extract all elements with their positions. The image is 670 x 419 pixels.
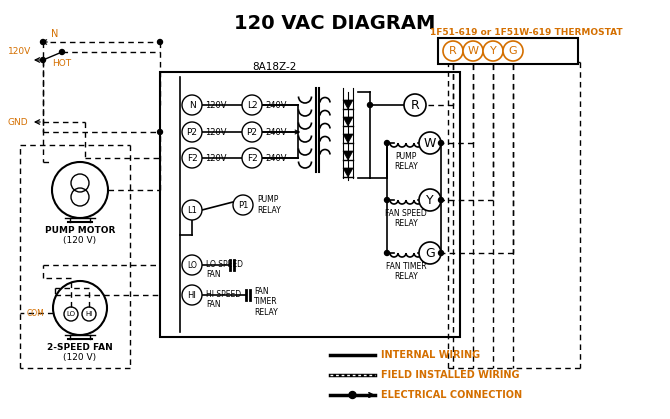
Circle shape xyxy=(368,103,373,108)
Bar xyxy=(160,72,460,337)
Text: FAN SPEED
RELAY: FAN SPEED RELAY xyxy=(385,209,427,228)
Text: Y: Y xyxy=(490,46,496,56)
Circle shape xyxy=(438,251,444,256)
Text: P1: P1 xyxy=(238,201,248,210)
Polygon shape xyxy=(343,151,353,160)
Text: 120V: 120V xyxy=(205,127,226,137)
Text: 8A18Z-2: 8A18Z-2 xyxy=(252,62,296,72)
Text: Y: Y xyxy=(426,194,433,207)
Text: F2: F2 xyxy=(187,153,198,163)
Circle shape xyxy=(385,140,389,145)
Circle shape xyxy=(40,39,46,44)
Circle shape xyxy=(242,122,262,142)
Circle shape xyxy=(242,148,262,168)
Circle shape xyxy=(404,94,426,116)
Text: FAN
TIMER
RELAY: FAN TIMER RELAY xyxy=(254,287,278,317)
Text: COM: COM xyxy=(26,308,44,318)
Text: FIELD INSTALLED WIRING: FIELD INSTALLED WIRING xyxy=(381,370,519,380)
Text: PUMP
RELAY: PUMP RELAY xyxy=(394,152,418,171)
Polygon shape xyxy=(343,134,353,143)
Circle shape xyxy=(182,122,202,142)
Circle shape xyxy=(182,200,202,220)
Circle shape xyxy=(157,129,163,134)
Text: HOT: HOT xyxy=(52,59,71,68)
Text: 240V: 240V xyxy=(265,127,287,137)
Text: L2: L2 xyxy=(247,101,257,109)
Circle shape xyxy=(385,197,389,202)
Circle shape xyxy=(483,41,503,61)
Circle shape xyxy=(385,251,389,256)
Circle shape xyxy=(60,49,64,54)
Text: F2: F2 xyxy=(247,153,257,163)
Text: G: G xyxy=(509,46,517,56)
Text: P2: P2 xyxy=(186,127,198,137)
Text: GND: GND xyxy=(8,117,29,127)
Circle shape xyxy=(438,140,444,145)
Text: LO SPEED
FAN: LO SPEED FAN xyxy=(206,260,243,279)
Text: LO: LO xyxy=(187,261,197,269)
Polygon shape xyxy=(343,168,353,177)
Text: PUMP MOTOR: PUMP MOTOR xyxy=(45,226,115,235)
Text: W: W xyxy=(468,46,478,56)
Text: 120V: 120V xyxy=(205,101,226,109)
Circle shape xyxy=(419,189,441,211)
Polygon shape xyxy=(343,100,353,109)
Circle shape xyxy=(419,132,441,154)
Text: N: N xyxy=(52,29,59,39)
Text: FAN TIMER
RELAY: FAN TIMER RELAY xyxy=(386,262,426,282)
Text: 1F51-619 or 1F51W-619 THERMOSTAT: 1F51-619 or 1F51W-619 THERMOSTAT xyxy=(430,28,622,37)
Text: L1: L1 xyxy=(187,205,197,215)
Circle shape xyxy=(233,195,253,215)
Circle shape xyxy=(349,391,356,398)
Text: ELECTRICAL CONNECTION: ELECTRICAL CONNECTION xyxy=(381,390,522,400)
Circle shape xyxy=(182,285,202,305)
Bar xyxy=(438,38,578,64)
Text: R: R xyxy=(449,46,457,56)
Polygon shape xyxy=(343,117,353,126)
Text: 120V: 120V xyxy=(8,47,31,57)
Circle shape xyxy=(419,242,441,264)
Circle shape xyxy=(242,95,262,115)
Text: HI: HI xyxy=(188,290,196,300)
Text: 2-SPEED FAN: 2-SPEED FAN xyxy=(47,343,113,352)
Circle shape xyxy=(157,39,163,44)
Circle shape xyxy=(438,197,444,202)
Text: HI SPEED
FAN: HI SPEED FAN xyxy=(206,290,241,309)
Text: PUMP
RELAY: PUMP RELAY xyxy=(257,195,281,215)
Text: INTERNAL WIRING: INTERNAL WIRING xyxy=(381,350,480,360)
Text: R: R xyxy=(411,98,419,111)
Circle shape xyxy=(182,148,202,168)
Circle shape xyxy=(503,41,523,61)
Circle shape xyxy=(182,255,202,275)
Text: W: W xyxy=(424,137,436,150)
Circle shape xyxy=(182,95,202,115)
Text: 240V: 240V xyxy=(265,153,287,163)
Text: N: N xyxy=(189,101,196,109)
Circle shape xyxy=(463,41,483,61)
Text: (120 V): (120 V) xyxy=(64,236,96,245)
Text: G: G xyxy=(425,246,435,259)
Text: 240V: 240V xyxy=(265,101,287,109)
Text: 120 VAC DIAGRAM: 120 VAC DIAGRAM xyxy=(234,14,436,33)
Text: LO: LO xyxy=(66,311,76,317)
Text: 120V: 120V xyxy=(205,153,226,163)
Text: P2: P2 xyxy=(247,127,257,137)
Circle shape xyxy=(443,41,463,61)
Text: HI: HI xyxy=(85,311,92,317)
Text: (120 V): (120 V) xyxy=(64,353,96,362)
Circle shape xyxy=(40,57,46,62)
